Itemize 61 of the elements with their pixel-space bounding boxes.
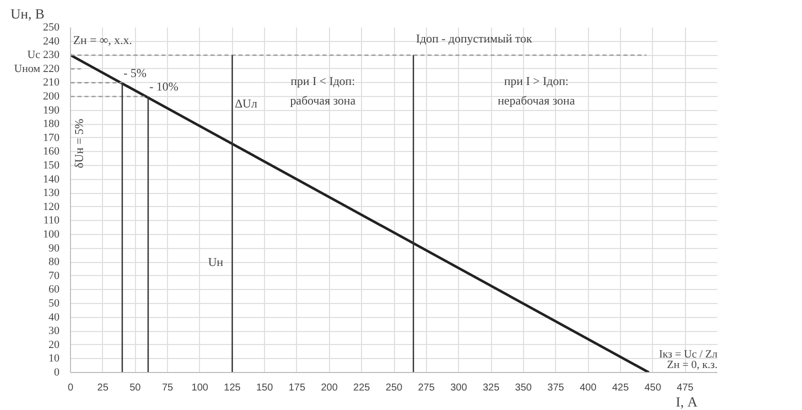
- y-tick-label: 210: [43, 76, 60, 89]
- x-tick-label: 50: [130, 382, 142, 394]
- x-tick-label: 25: [97, 382, 109, 394]
- annotation: Iдоп - допустимый ток: [416, 31, 532, 46]
- x-tick-label: 425: [612, 382, 630, 394]
- annotation: Zн = ∞, х.х.: [73, 32, 132, 47]
- y-tick-label: 0: [54, 366, 60, 378]
- annotation: - 10%: [149, 80, 178, 94]
- annotation: Iкз = Uс / Zл: [659, 348, 718, 360]
- y-tick-label: 10: [48, 352, 60, 365]
- y-tick-label: 70: [48, 270, 60, 282]
- y-tick-label: 60: [48, 284, 60, 296]
- x-tick-label: 225: [353, 382, 370, 394]
- x-tick-label: 375: [547, 382, 565, 394]
- annotation: рабочая зона: [290, 94, 356, 108]
- x-tick-label: 125: [224, 382, 242, 394]
- y-tick-label: 170: [43, 132, 60, 144]
- y-tick-label: 240: [43, 35, 60, 48]
- y-tick-label: 100: [43, 228, 60, 240]
- y-tick-label: 150: [43, 160, 60, 172]
- x-tick-label: 75: [162, 382, 174, 394]
- y-tick-label: 190: [43, 104, 60, 116]
- y-tick-label: 130: [43, 187, 60, 200]
- y-tick-label: 180: [43, 118, 60, 130]
- annotation: Uн: [208, 255, 224, 269]
- annotation: при I < Iдоп:: [290, 74, 356, 88]
- x-tick-label: 175: [288, 382, 306, 394]
- x-axis-title: I, А: [676, 396, 698, 410]
- x-tick-label: 200: [320, 382, 338, 394]
- annotation: при I > Iдоп:: [504, 74, 569, 88]
- y-tick-label: 140: [43, 173, 60, 186]
- x-tick-label: 250: [386, 382, 403, 394]
- annotation: ΔUл: [234, 96, 258, 110]
- y-tick-label: Uном 220: [14, 62, 60, 75]
- x-tick-label: 350: [515, 382, 532, 394]
- annotation: δUн = 5%: [72, 118, 86, 168]
- y-tick-label: 90: [48, 242, 60, 254]
- y-axis-title: Uн, В: [10, 8, 44, 22]
- x-tick-label: 0: [68, 382, 74, 394]
- x-tick-label: 275: [418, 382, 436, 394]
- x-tick-label: 100: [192, 382, 209, 394]
- annotation: Zн = 0, к.з.: [667, 359, 718, 372]
- y-tick-label: 160: [43, 146, 60, 158]
- x-tick-label: 450: [644, 382, 662, 394]
- annotation: нерабочая зона: [498, 94, 576, 108]
- y-tick-label: 40: [48, 311, 60, 324]
- x-tick-label: 325: [482, 382, 500, 394]
- x-tick-label: 475: [676, 382, 694, 394]
- y-tick-label: 30: [48, 325, 60, 338]
- y-tick-label: 120: [43, 200, 60, 213]
- y-tick-label: 20: [48, 338, 60, 351]
- y-tick-label: 110: [43, 214, 60, 227]
- y-tick-label: 250: [43, 22, 60, 34]
- y-tick-label: Uс 230: [27, 49, 60, 62]
- y-tick-label: 200: [43, 90, 60, 102]
- x-tick-label: 400: [580, 382, 597, 394]
- y-tick-label: 50: [48, 298, 60, 310]
- y-tick-label: 80: [48, 256, 60, 268]
- x-tick-label: 150: [256, 382, 274, 394]
- annotation: - 5%: [124, 66, 147, 80]
- x-tick-label: 300: [450, 382, 468, 394]
